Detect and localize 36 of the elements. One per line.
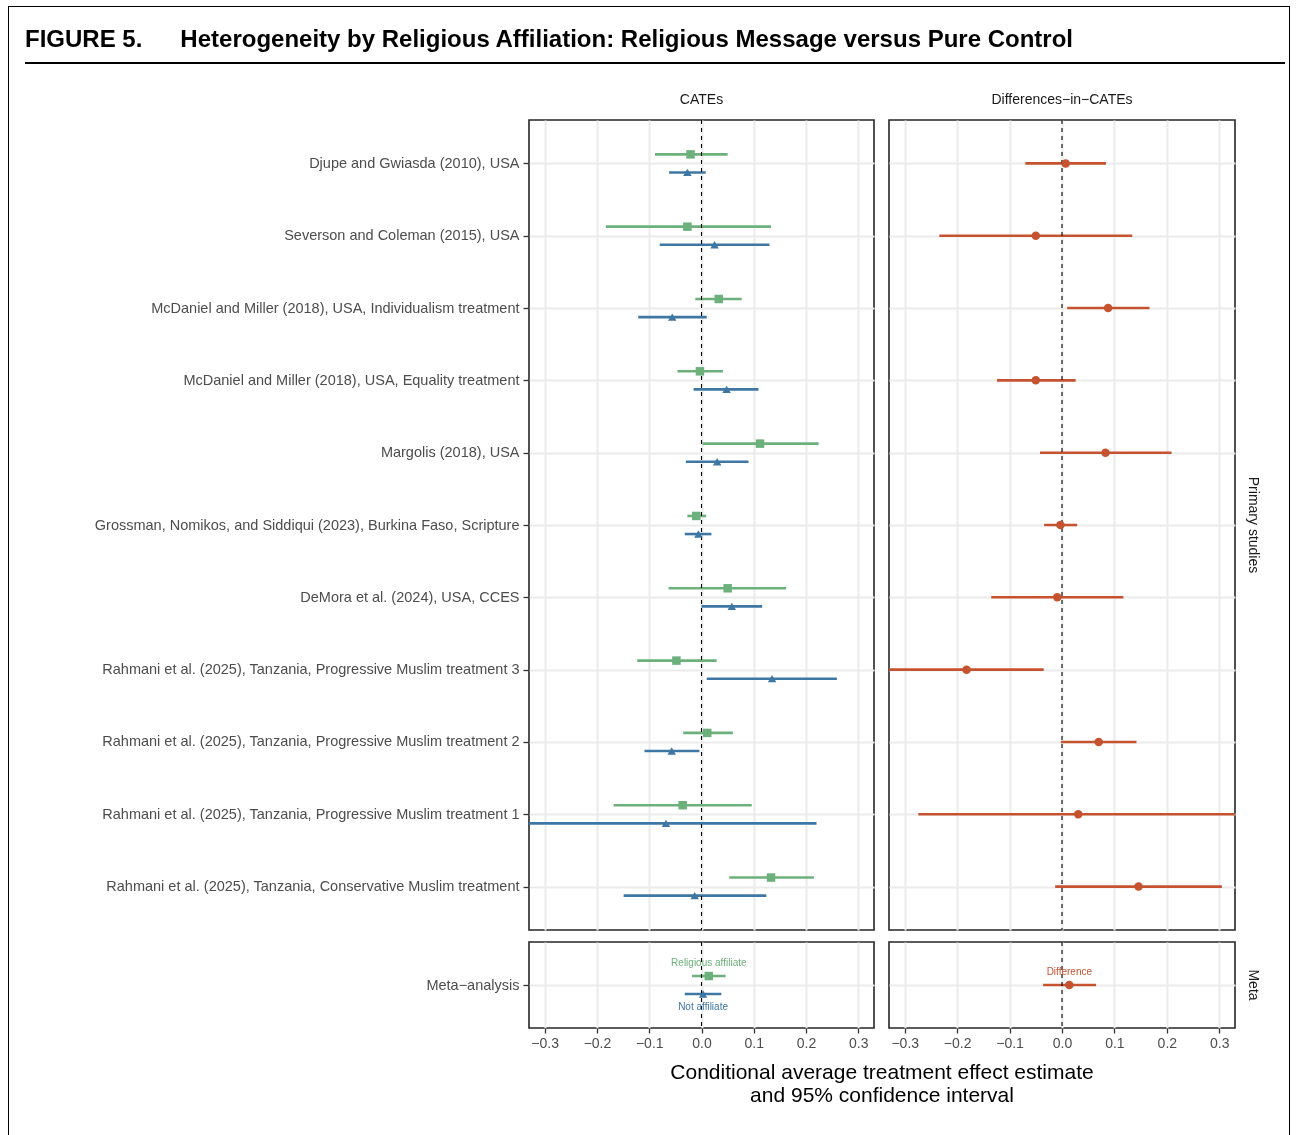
x-tick-label: 0.1 [744, 1034, 765, 1051]
y2-axis-title: Meta [1246, 969, 1262, 1001]
y-tick-label: Grossman, Nomikos, and Siddiqui (2023), Burkina Faso, Scripture [94, 516, 520, 533]
x-tick-label: −0.2 [943, 1034, 972, 1051]
x-axis-title: Conditional average treatment effect estimate and 95% confidence interval [669, 1060, 1095, 1106]
chart-title: Differences−in−CATEs [991, 91, 1133, 108]
y-tick-label: McDaniel and Miller (2018), USA, Equality treatment [183, 371, 520, 388]
x-tick-label: −0.1 [996, 1034, 1025, 1051]
x-tick-label: 0.1 [1105, 1034, 1125, 1051]
x-tick-label: 0.3 [1210, 1034, 1230, 1051]
x-tick-label: −0.3 [531, 1034, 560, 1051]
x-tick-label: 0.0 [692, 1034, 712, 1051]
y-tick-label: Rahmani et al. (2025), Tanzania, Progressive Muslim treatment 1 [102, 805, 520, 822]
x-tick-label: 0.2 [796, 1034, 817, 1051]
chart-title: CATEs [679, 91, 724, 108]
y-tick-label: DeMora et al. (2024), USA, CCES [300, 588, 520, 605]
series-label: Religious affiliate [671, 957, 747, 969]
x-tick-label: −0.2 [583, 1034, 612, 1051]
y-tick-label: McDaniel and Miller (2018), USA, Individualism treatment [151, 299, 520, 316]
y2-axis-title: Primary studies [1246, 476, 1262, 574]
y-tick-label: Severson and Coleman (2015), USA [284, 227, 520, 244]
y-tick-label: Meta−analysis [426, 976, 520, 993]
y-tick-label: Rahmani et al. (2025), Tanzania, Conservative Muslim treatment [106, 878, 520, 895]
caption: FIGURE 5. [25, 24, 143, 54]
x-tick-label: −0.1 [635, 1034, 664, 1051]
y-tick-label: Rahmani et al. (2025), Tanzania, Progressive Muslim treatment 3 [102, 661, 520, 678]
x-tick-label: −0.3 [891, 1034, 920, 1051]
x-tick-label: 0.3 [849, 1034, 869, 1051]
y-tick-label: Djupe and Gwiasda (2010), USA [309, 154, 520, 171]
series-label: Not affiliate [678, 1000, 729, 1012]
series-label: Difference [1046, 966, 1093, 977]
y-tick-label: Rahmani et al. (2025), Tanzania, Progressive Muslim treatment 2 [102, 733, 520, 750]
x-tick-label: 0.2 [1157, 1034, 1178, 1051]
y-tick-label: Margolis (2018), USA [380, 444, 520, 461]
text: Heterogeneity by Religious Affiliation: Religious Message versus Pure Control [180, 24, 1073, 54]
x-tick-label: 0.0 [1052, 1034, 1073, 1051]
